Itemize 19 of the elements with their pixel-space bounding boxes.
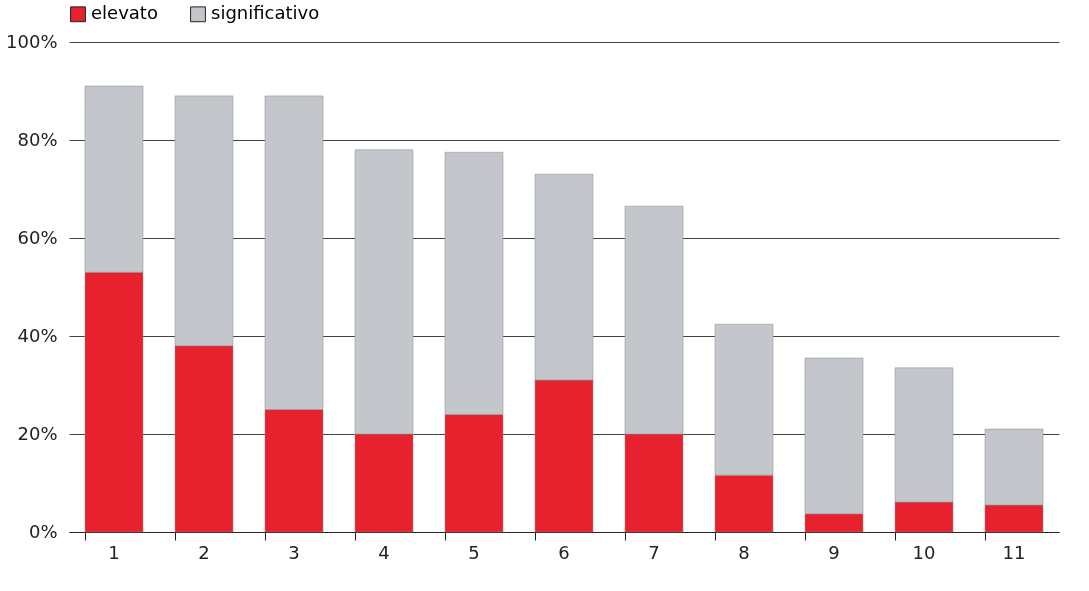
x-tick-label: 5 bbox=[468, 541, 480, 563]
y-tick-label: 20% bbox=[17, 422, 58, 444]
x-tick-label: 9 bbox=[828, 541, 840, 563]
y-tick-label: 100% bbox=[6, 30, 58, 52]
y-tick-label: 0% bbox=[28, 520, 58, 542]
x-tick-label: 10 bbox=[912, 541, 936, 563]
x-tick-label: 2 bbox=[198, 541, 210, 563]
y-tick-label: 80% bbox=[17, 128, 58, 150]
x-tick-label: 7 bbox=[648, 541, 660, 563]
x-tick-label: 3 bbox=[288, 541, 300, 563]
x-tick-label: 1 bbox=[108, 541, 120, 563]
y-tick-label: 40% bbox=[17, 324, 58, 346]
x-tick-label: 4 bbox=[378, 541, 390, 563]
legend-label: significativo bbox=[211, 2, 320, 24]
x-tick-label: 11 bbox=[1002, 541, 1026, 563]
legend-label: elevato bbox=[91, 2, 158, 24]
x-tick-label: 6 bbox=[558, 541, 570, 563]
y-tick-label: 60% bbox=[17, 226, 58, 248]
x-tick-label: 8 bbox=[738, 541, 750, 563]
